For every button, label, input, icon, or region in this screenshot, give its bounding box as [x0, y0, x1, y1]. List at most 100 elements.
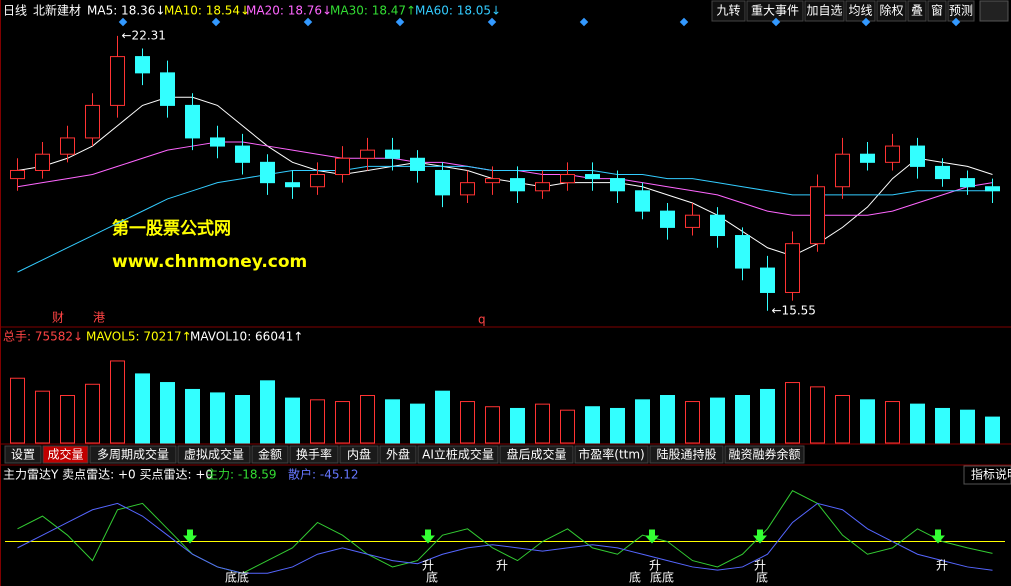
tab-label[interactable]: 成交量 [47, 447, 83, 462]
toolbar-label[interactable]: 均线 [848, 4, 872, 18]
volume-bar [110, 360, 125, 444]
tab[interactable] [499, 445, 574, 464]
ma-label: MA60: 18.05↓ [415, 4, 501, 18]
tab-label[interactable]: 多周期成交量 [97, 447, 169, 462]
toolbar-label[interactable]: 叠 [911, 4, 923, 18]
volume-bar [260, 380, 275, 444]
candle-body [335, 157, 350, 176]
volume-bar [785, 382, 800, 444]
tab-label[interactable]: 换手率 [296, 447, 332, 462]
tab[interactable] [177, 445, 251, 464]
window-button[interactable] [979, 0, 1009, 22]
volume-bar [335, 401, 350, 444]
event-marker: q [478, 313, 486, 327]
toolbar-button[interactable] [927, 0, 947, 22]
help-label[interactable]: 指标说明 [971, 467, 1011, 482]
watermark: 第一股票公式网 [112, 218, 231, 239]
volume-bar [735, 395, 750, 444]
indicator-main: 主力: -18.59 [206, 468, 277, 482]
candle-body [360, 149, 375, 159]
volume-bar [860, 399, 875, 444]
tab[interactable] [417, 445, 499, 464]
help-button[interactable] [963, 465, 1011, 485]
volume-bar [210, 392, 225, 444]
ma-line [17, 96, 993, 257]
signal-label: 升 [754, 559, 766, 573]
toolbar-label[interactable]: 加自选 [806, 4, 842, 18]
candle-body [485, 178, 500, 184]
tab-label[interactable]: 盘后成交量 [506, 447, 566, 462]
candle-body [910, 145, 925, 167]
volume-bar [510, 407, 525, 444]
volume-bar [910, 403, 925, 444]
toolbar-button[interactable] [845, 0, 876, 22]
toolbar-label[interactable]: 九转 [716, 3, 740, 18]
candle-body [460, 182, 475, 196]
tab[interactable] [724, 445, 805, 464]
period: 日线 [3, 4, 27, 18]
toolbar-label[interactable]: 除权 [879, 3, 903, 18]
candle-body [785, 243, 800, 293]
tab-label[interactable]: 内盘 [347, 447, 371, 462]
volume-bar [610, 407, 625, 444]
tab[interactable] [4, 445, 42, 464]
tab-label[interactable]: 外盘 [386, 447, 410, 462]
buy-arrow [421, 529, 435, 544]
candle-body [760, 267, 775, 293]
tab-label[interactable]: 设置 [11, 448, 35, 462]
volume-bar [960, 409, 975, 444]
tab[interactable] [379, 445, 417, 464]
toolbar-label[interactable]: 窗 [931, 4, 943, 18]
ma-label: MA30: 18.47↑ [330, 4, 416, 18]
tab[interactable] [649, 445, 724, 464]
tab[interactable] [574, 445, 649, 464]
buy-arrow [931, 529, 945, 544]
toolbar-button[interactable] [804, 0, 845, 22]
tab-label[interactable]: 金额 [258, 447, 282, 462]
high-label: ←22.31 [122, 28, 166, 42]
volume-bar [185, 388, 200, 444]
signal-label: 底 [756, 570, 768, 585]
toolbar-button[interactable] [947, 0, 975, 22]
tab-label[interactable]: 陆股通持股 [656, 447, 716, 462]
candle-body [260, 161, 275, 184]
candle-body [960, 178, 975, 188]
toolbar-label[interactable]: 预测 [949, 4, 973, 18]
candle-body [560, 174, 575, 184]
tab[interactable] [89, 445, 177, 464]
candle-body [660, 210, 675, 228]
toolbar-button[interactable] [876, 0, 907, 22]
volume-bar [985, 416, 1000, 444]
volume-bar [410, 403, 425, 444]
candle-body [710, 214, 725, 237]
toolbar-button[interactable] [907, 0, 927, 22]
volume-bar [285, 397, 300, 444]
volume-bar [885, 401, 900, 444]
tab-label[interactable]: 融资融券余额 [728, 447, 800, 462]
tab-label[interactable]: 市盈率(ttm) [578, 447, 644, 462]
volume-bar [585, 406, 600, 444]
buy-arrow [645, 529, 659, 544]
signal-label: 升 [936, 559, 948, 573]
candle-body [735, 235, 750, 269]
candle-body [185, 104, 200, 139]
volume-bar [10, 377, 25, 444]
ma-line [17, 165, 993, 273]
tab-label[interactable]: AI立桩成交量 [422, 447, 494, 462]
toolbar-label[interactable]: 重大事件 [751, 4, 799, 18]
tab[interactable] [289, 445, 339, 464]
ma-label: MA10: 18.54↓ [164, 4, 250, 18]
tab[interactable] [339, 445, 379, 464]
signal-label: 底底 [225, 570, 249, 585]
tab[interactable] [251, 445, 289, 464]
signal-label: 升 [422, 559, 434, 573]
volume-bar [60, 395, 75, 444]
volume-bar [560, 409, 575, 444]
volume-bar [710, 397, 725, 444]
tab[interactable] [42, 445, 89, 464]
toolbar-button[interactable] [711, 0, 746, 22]
tab-label[interactable]: 虚拟成交量 [184, 447, 244, 462]
buy-arrow [753, 529, 767, 544]
watermark: www.chnmoney.com [112, 252, 307, 272]
